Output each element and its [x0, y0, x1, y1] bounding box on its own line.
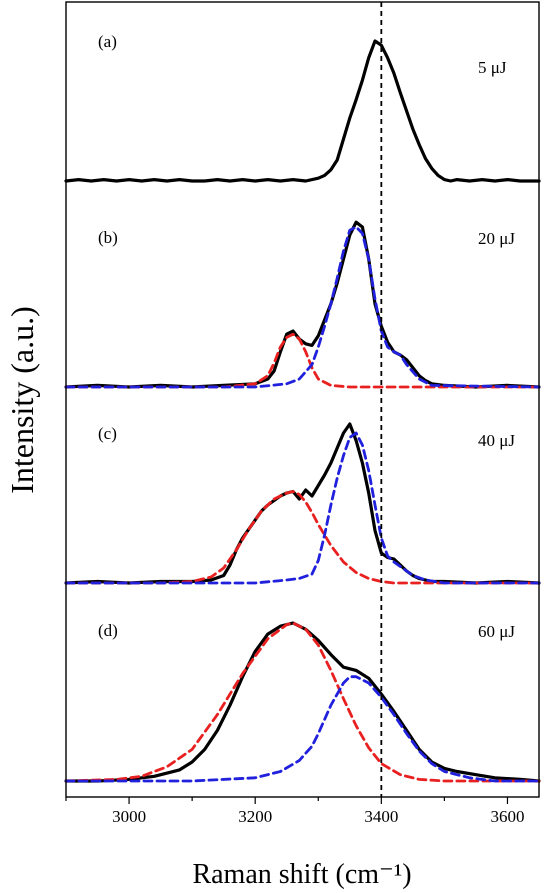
fit-component-low-line: [64, 332, 541, 389]
x-tick-label: 3000: [112, 807, 146, 826]
measured-spectrum-line: [64, 39, 541, 183]
measured-spectrum-line: [64, 220, 541, 389]
fit-component-high-line: [64, 431, 541, 585]
panels-layer: (a) 5 μJ (b) 20 μJ (c) 40 μJ (d) 60 μJ: [64, 32, 541, 783]
panel-label: (a): [98, 32, 117, 51]
panel-label: (c): [98, 424, 117, 443]
panel-3: (c) 40 μJ: [64, 422, 541, 585]
y-axis-label: Intensity (a.u.): [4, 306, 40, 494]
x-tick-label: 3200: [238, 807, 272, 826]
panel-4: (d) 60 μJ: [64, 621, 541, 783]
panel-label: (d): [98, 621, 118, 640]
fit-component-low-line: [64, 621, 541, 783]
plot-frame: [65, 1, 540, 798]
measured-spectrum-line: [64, 621, 541, 783]
energy-label: 40 μJ: [478, 431, 515, 450]
panel-label: (b): [98, 228, 118, 247]
x-tick-label: 3600: [490, 807, 524, 826]
energy-label: 5 μJ: [478, 58, 507, 77]
x-axis-label: Raman shift (cm⁻¹): [192, 859, 411, 890]
energy-label: 20 μJ: [478, 229, 515, 248]
panel-1: (a) 5 μJ: [64, 32, 541, 183]
fit-component-high-line: [64, 225, 541, 389]
measured-spectrum-line: [64, 422, 541, 585]
x-axis-ticks: 3000 3200 3400 3600: [65, 797, 524, 826]
x-tick-label: 3400: [364, 807, 398, 826]
fit-component-high-line: [64, 675, 541, 783]
panel-2: (b) 20 μJ: [64, 220, 541, 389]
fit-component-low-line: [64, 490, 541, 585]
energy-label: 60 μJ: [478, 622, 515, 641]
